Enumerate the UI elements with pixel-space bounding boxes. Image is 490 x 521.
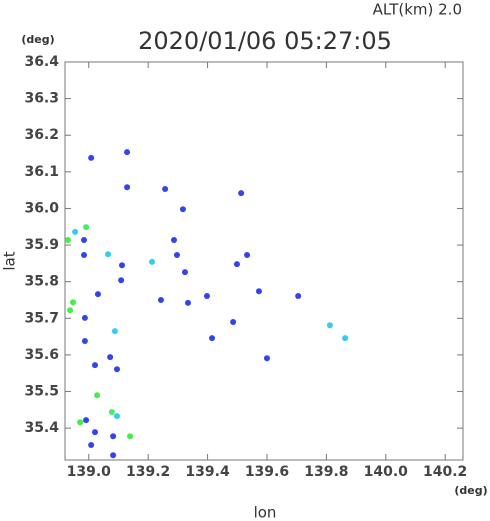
y-tick-label: 36.2	[24, 127, 59, 143]
echo-point	[77, 419, 84, 426]
echo-point	[118, 277, 125, 284]
echo-point	[83, 224, 90, 231]
echo-point	[230, 318, 237, 325]
echo-point	[119, 262, 126, 269]
x-unit: (deg)	[454, 484, 487, 497]
y-unit: (deg)	[21, 33, 54, 46]
echo-point	[81, 338, 88, 345]
echo-point	[326, 322, 333, 329]
echo-point	[255, 288, 262, 295]
echo-point	[81, 236, 88, 243]
echo-point	[72, 228, 79, 235]
echo-point	[105, 251, 112, 258]
y-tick-label: 35.7	[24, 310, 59, 326]
echo-point	[179, 206, 186, 213]
y-tick-label: 36.1	[24, 164, 59, 180]
echo-point	[124, 149, 131, 156]
echo-point	[91, 362, 98, 369]
echo-point	[108, 409, 115, 416]
echo-point	[342, 335, 349, 342]
echo-point	[127, 433, 134, 440]
echo-point	[181, 269, 188, 276]
echo-point	[107, 354, 114, 361]
y-tick-label: 35.6	[24, 347, 59, 363]
y-tick-label: 36.0	[24, 200, 59, 216]
x-tick-label: 140.2	[423, 464, 467, 480]
echo-point	[244, 251, 251, 258]
y-tick-label: 35.9	[24, 237, 59, 253]
x-tick-label: 140.0	[364, 464, 409, 480]
echo-point	[173, 251, 180, 258]
echo-point	[113, 413, 120, 420]
echo-point	[94, 291, 101, 298]
x-tick-label: 139.2	[126, 464, 170, 480]
y-tick-label: 35.4	[24, 420, 59, 436]
y-tick-label: 36.4	[24, 54, 59, 70]
echo-point	[91, 429, 98, 436]
y-tick-label: 35.5	[24, 384, 59, 400]
y-tick-label: 36.3	[24, 91, 59, 107]
echo-point	[184, 299, 191, 306]
echo-point	[209, 335, 216, 342]
echo-point	[67, 307, 74, 314]
echo-point	[157, 296, 164, 303]
echo-point	[70, 299, 77, 306]
y-tick-label: 35.8	[24, 274, 59, 290]
echo-point	[110, 433, 117, 440]
echo-point	[110, 452, 117, 459]
echo-point	[171, 236, 178, 243]
echo-point	[295, 292, 302, 299]
echo-point	[88, 441, 95, 448]
echo-point	[203, 292, 210, 299]
echo-point	[88, 154, 95, 161]
echo-point	[111, 328, 118, 335]
echo-point	[149, 258, 156, 265]
x-tick-label: 139.4	[185, 464, 230, 480]
echo-point	[124, 184, 131, 191]
chart-title: 2020/01/06 05:27:05	[138, 27, 392, 55]
echo-point	[233, 261, 240, 268]
echo-point	[113, 366, 120, 373]
echo-point	[83, 417, 90, 424]
x-tick-label: 139.8	[304, 464, 348, 480]
echo-point	[64, 236, 71, 243]
echo-point	[81, 251, 88, 258]
y-axis-label: lat	[1, 251, 19, 270]
echo-point	[162, 186, 169, 193]
x-axis-label: lon	[254, 504, 277, 521]
echo-point	[263, 355, 270, 362]
echo-point	[81, 314, 88, 321]
plot-frame	[64, 61, 464, 461]
x-tick-label: 139.0	[67, 464, 112, 480]
echo-point	[238, 190, 245, 197]
chart-subtitle: ALT(km) 2.0	[373, 1, 462, 19]
x-tick-label: 139.6	[245, 464, 289, 480]
echo-point	[94, 392, 101, 399]
